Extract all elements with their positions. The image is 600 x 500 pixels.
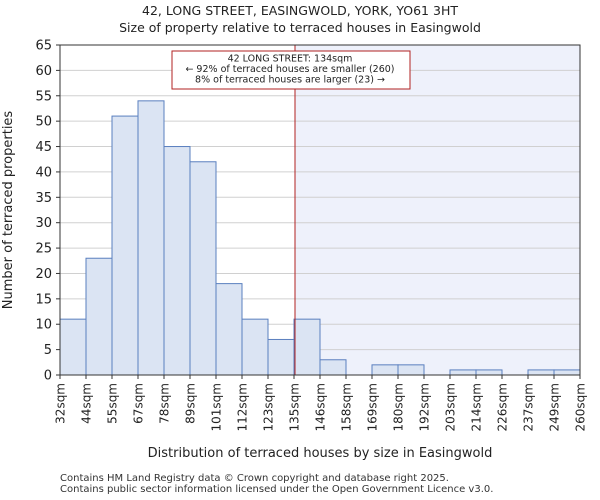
annotation-line-3: 8% of terraced houses are larger (23) → bbox=[195, 75, 385, 86]
x-tick-label: 180sqm bbox=[392, 383, 406, 431]
x-tick-label: 89sqm bbox=[184, 383, 198, 424]
x-tick-label: 55sqm bbox=[106, 383, 120, 424]
annotation-line-2: ← 92% of terraced houses are smaller (26… bbox=[185, 64, 394, 75]
y-tick-label: 50 bbox=[35, 115, 52, 130]
x-tick-label: 112sqm bbox=[236, 383, 250, 431]
x-tick-label: 32sqm bbox=[54, 383, 68, 424]
x-tick-label: 44sqm bbox=[80, 383, 94, 424]
chart-subtitle: Size of property relative to terraced ho… bbox=[119, 20, 481, 35]
x-axis-label: Distribution of terraced houses by size … bbox=[148, 446, 493, 461]
histogram-bar bbox=[85, 257, 113, 376]
histogram-bar bbox=[371, 364, 399, 376]
histogram-bar bbox=[241, 318, 269, 376]
y-tick-label: 40 bbox=[35, 165, 52, 180]
y-tick-label: 15 bbox=[35, 292, 52, 307]
histogram-bar bbox=[59, 318, 87, 376]
histogram-bar bbox=[293, 318, 321, 376]
histogram-bar bbox=[475, 369, 503, 376]
x-tick-label: 101sqm bbox=[210, 383, 224, 431]
x-tick-label: 123sqm bbox=[262, 383, 276, 431]
x-tick-label: 203sqm bbox=[444, 383, 458, 431]
larger-region-highlight bbox=[295, 45, 580, 375]
histogram-bar bbox=[163, 146, 191, 376]
y-axis-label: Number of terraced properties bbox=[1, 111, 16, 310]
annotation-line-1: 42 LONG STREET: 134sqm bbox=[228, 54, 353, 65]
y-tick-label: 20 bbox=[35, 267, 52, 282]
histogram-bar bbox=[189, 161, 217, 376]
y-tick-label: 65 bbox=[35, 39, 52, 54]
x-tick-label: 67sqm bbox=[132, 383, 146, 424]
histogram-bar bbox=[137, 100, 165, 376]
annotation-frame bbox=[171, 50, 411, 90]
x-tick-label: 226sqm bbox=[496, 383, 510, 431]
x-tick-label: 135sqm bbox=[288, 383, 302, 431]
x-tick-label: 237sqm bbox=[522, 383, 536, 431]
histogram-bar bbox=[215, 283, 243, 376]
y-tick-label: 35 bbox=[35, 191, 52, 206]
x-tick-label: 249sqm bbox=[548, 383, 562, 431]
histogram-bar bbox=[449, 369, 477, 376]
histogram-bar bbox=[527, 369, 555, 376]
y-tick-label: 25 bbox=[35, 242, 52, 257]
x-tick-label: 158sqm bbox=[340, 383, 354, 431]
histogram-bar bbox=[397, 364, 425, 376]
y-tick-label: 5 bbox=[44, 343, 52, 358]
x-tick-label: 214sqm bbox=[470, 383, 484, 431]
y-tick-label: 30 bbox=[35, 216, 52, 231]
y-tick-label: 0 bbox=[44, 369, 52, 384]
footer-line-1: Contains HM Land Registry data © Crown c… bbox=[60, 473, 449, 484]
footer-line-2: Contains public sector information licen… bbox=[60, 484, 494, 495]
x-tick-label: 169sqm bbox=[366, 383, 380, 431]
y-tick-label: 55 bbox=[35, 89, 52, 104]
y-tick-label: 45 bbox=[35, 140, 52, 155]
chart-title: 42, LONG STREET, EASINGWOLD, YORK, YO61 … bbox=[142, 3, 458, 18]
y-tick-label: 60 bbox=[35, 64, 52, 79]
y-tick-label: 10 bbox=[35, 318, 52, 333]
histogram-bar bbox=[553, 369, 581, 376]
x-tick-label: 146sqm bbox=[314, 383, 328, 431]
histogram-bar bbox=[111, 115, 139, 376]
x-tick-label: 192sqm bbox=[418, 383, 432, 431]
histogram-bar bbox=[319, 359, 347, 376]
x-tick-label: 260sqm bbox=[574, 383, 588, 431]
histogram-bar bbox=[267, 338, 295, 376]
x-tick-label: 78sqm bbox=[158, 383, 172, 424]
annotation-box: 42 LONG STREET: 134sqm ← 92% of terraced… bbox=[171, 50, 411, 90]
